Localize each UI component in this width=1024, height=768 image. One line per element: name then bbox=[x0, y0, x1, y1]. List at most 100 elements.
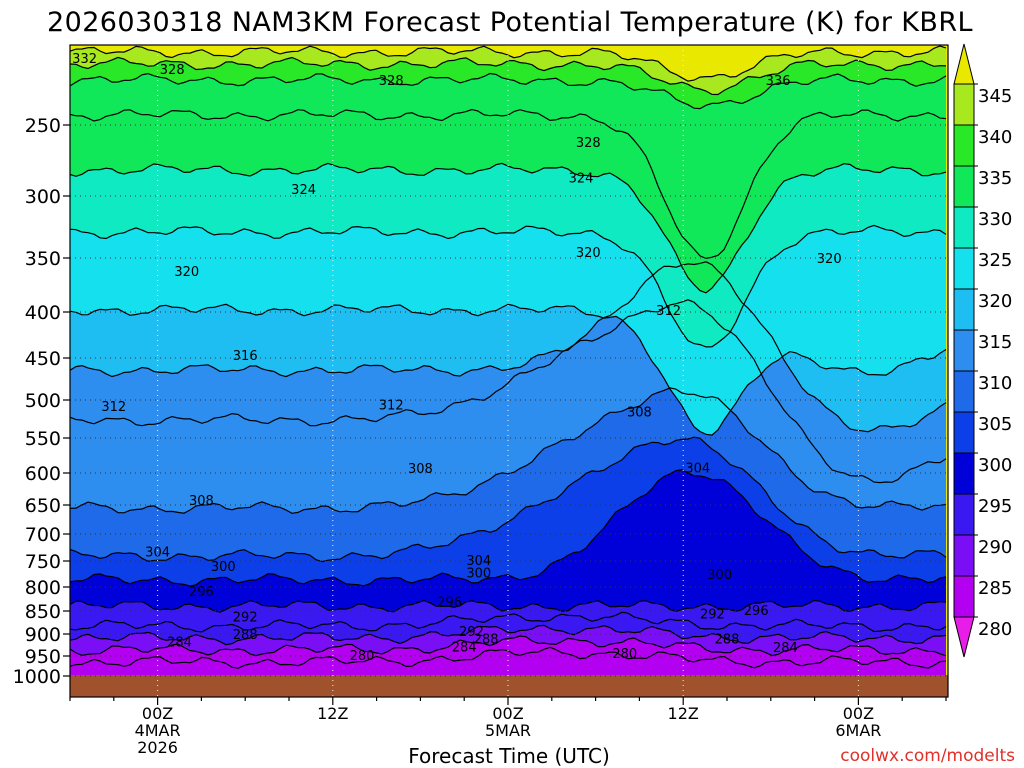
colorbar-swatch bbox=[953, 493, 975, 536]
contour-label: 296 bbox=[189, 585, 214, 600]
contour-label: 304 bbox=[685, 461, 710, 476]
below-ground-shading bbox=[70, 675, 948, 697]
contour-label: 284 bbox=[167, 635, 192, 650]
colorbar-tick-label: 315 bbox=[978, 332, 1012, 353]
colorbar-tick-label: 280 bbox=[978, 619, 1012, 640]
contour-label: 320 bbox=[576, 246, 601, 261]
isoline-328 bbox=[70, 162, 947, 294]
band-284 bbox=[70, 625, 946, 656]
band-332 bbox=[70, 73, 946, 259]
contour-label: 320 bbox=[817, 252, 842, 267]
y-tick-label: 750 bbox=[25, 551, 61, 573]
isoline-316 bbox=[70, 261, 947, 433]
contour-label: 296 bbox=[437, 595, 462, 610]
y-tick-label: 500 bbox=[25, 390, 61, 412]
filled-bands bbox=[70, 45, 948, 676]
colorbar-swatch bbox=[953, 288, 975, 331]
colorbar-swatch bbox=[953, 329, 975, 372]
contour-label: 336 bbox=[766, 74, 791, 89]
colorbar-tick-label: 330 bbox=[978, 209, 1012, 230]
colorbar-swatch bbox=[953, 165, 975, 208]
colorbar-tick-label: 285 bbox=[978, 578, 1012, 599]
y-tick-label: 950 bbox=[25, 646, 61, 668]
y-axis: 2503003504004505005506006507007508008509… bbox=[13, 115, 70, 688]
contour-label: 308 bbox=[627, 405, 652, 420]
contour-label: 300 bbox=[707, 568, 732, 583]
y-tick-label: 650 bbox=[25, 495, 61, 517]
colorbar-tick-label: 300 bbox=[978, 455, 1012, 476]
y-tick-label: 300 bbox=[25, 186, 61, 208]
contour-label: 312 bbox=[101, 400, 126, 415]
contour-label: 284 bbox=[773, 641, 798, 656]
contour-label: 332 bbox=[72, 52, 97, 67]
band-304 bbox=[70, 387, 946, 562]
x-tick-label: 4MAR bbox=[135, 721, 181, 740]
colorbar-swatch bbox=[953, 616, 975, 658]
colorbar-tick-label: 345 bbox=[978, 86, 1012, 107]
colorbar-tick-label: 335 bbox=[978, 168, 1012, 189]
isoline-300 bbox=[70, 469, 947, 587]
x-tick-label: 12Z bbox=[668, 704, 699, 723]
contour-label: 300 bbox=[466, 566, 491, 581]
contour-label: 280 bbox=[350, 649, 375, 664]
contour-label: 312 bbox=[656, 304, 681, 319]
contour-label: 324 bbox=[291, 183, 316, 198]
contour-label: 288 bbox=[233, 628, 258, 643]
y-tick-label: 250 bbox=[25, 115, 61, 137]
band-300 bbox=[70, 437, 946, 587]
x-tick-label: 00Z bbox=[142, 704, 173, 723]
chart-title: 2026030318 NAM3KM Forecast Potential Tem… bbox=[47, 7, 973, 38]
y-tick-label: 600 bbox=[25, 463, 61, 485]
band-336 bbox=[70, 57, 946, 109]
isoline-324 bbox=[70, 224, 947, 348]
contour-label: 284 bbox=[452, 640, 477, 655]
isoline-284 bbox=[70, 635, 947, 657]
contour-label: 304 bbox=[466, 554, 491, 569]
colorbar-tick-label: 340 bbox=[978, 127, 1012, 148]
contour-label: 296 bbox=[744, 604, 769, 619]
y-tick-label: 700 bbox=[25, 524, 61, 546]
isoline-304 bbox=[70, 436, 947, 563]
y-tick-label: 400 bbox=[25, 302, 61, 324]
colorbar: 280 285 290 295 300 305 310 315 320 325 330 335 340 3… bbox=[953, 43, 1012, 658]
y-tick-label: 900 bbox=[25, 624, 61, 646]
isoline-288 bbox=[70, 624, 947, 646]
band-328 bbox=[70, 109, 946, 293]
contour-label: 320 bbox=[174, 265, 199, 280]
contour-label: 328 bbox=[160, 63, 185, 78]
contour-label: 304 bbox=[145, 545, 170, 560]
x-tick-label: 6MAR bbox=[835, 721, 881, 740]
x-tick-label: 00Z bbox=[843, 704, 874, 723]
contour-label: 328 bbox=[576, 136, 601, 151]
plot-frame bbox=[69, 44, 949, 698]
y-tick-label: 1000 bbox=[13, 666, 61, 688]
contour-label: 292 bbox=[459, 625, 484, 640]
colorbar-swatch bbox=[953, 370, 975, 413]
colorbar-tick-label: 325 bbox=[978, 250, 1012, 271]
y-tick-label: 800 bbox=[25, 577, 61, 599]
x-axis-label: Forecast Time (UTC) bbox=[408, 744, 610, 768]
colorbar-tick-label: 295 bbox=[978, 496, 1012, 517]
isoline-336 bbox=[70, 72, 947, 110]
contour-label: 292 bbox=[700, 607, 725, 622]
contour-label: 312 bbox=[379, 399, 404, 414]
contour-label: 308 bbox=[408, 462, 433, 477]
contour-label: 288 bbox=[715, 632, 740, 647]
contour-label: 324 bbox=[569, 172, 594, 187]
y-tick-label: 550 bbox=[25, 428, 61, 450]
contour-label: 308 bbox=[189, 494, 214, 509]
contour-label: 316 bbox=[233, 349, 258, 364]
colorbar-swatch bbox=[953, 83, 975, 126]
colorbar-tick-label: 305 bbox=[978, 414, 1012, 435]
x-tick-label: 00Z bbox=[492, 704, 523, 723]
grid-lines bbox=[70, 45, 948, 697]
contour-labels: 332 328 328 336 328 324 324 320 320 320 312 316 312 3… bbox=[72, 52, 841, 664]
y-tick-label: 450 bbox=[25, 348, 61, 370]
credit-text: coolwx.com/modelts bbox=[840, 746, 1015, 766]
band-344 bbox=[70, 46, 946, 82]
x-tick-label: 5MAR bbox=[485, 721, 531, 740]
isoline-320 bbox=[70, 303, 947, 436]
contour-label: 288 bbox=[474, 632, 499, 647]
